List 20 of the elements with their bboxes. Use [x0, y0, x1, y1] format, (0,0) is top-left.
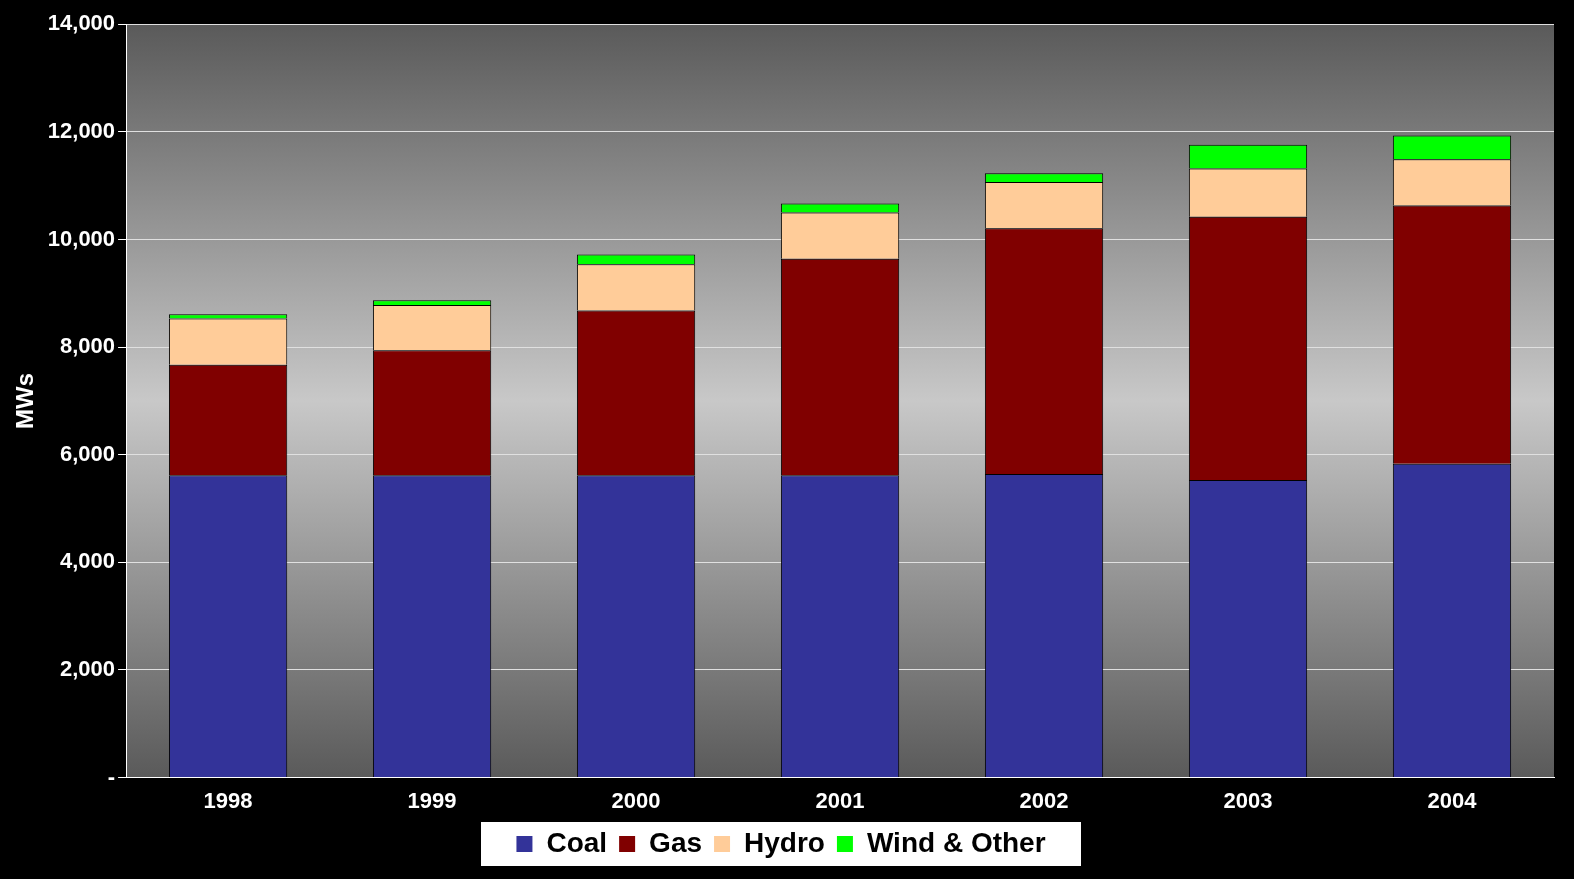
legend-label: Coal: [546, 826, 608, 858]
x-tick-label: 2004: [1427, 787, 1478, 813]
x-tick-label: 1999: [407, 787, 457, 813]
y-tick-label: 2,000: [60, 656, 116, 682]
x-tick-label: 2000: [611, 787, 661, 813]
x-tick-label: 1998: [203, 787, 253, 813]
y-tick-label: 6,000: [60, 440, 116, 466]
x-tick-label: 2001: [815, 787, 865, 813]
y-tick-label: 8,000: [60, 333, 116, 359]
legend-label: Hydro: [744, 826, 825, 858]
legend-label: Gas: [649, 826, 703, 858]
legend-label: Wind & Other: [866, 826, 1046, 858]
y-tick-label: 10,000: [47, 225, 116, 251]
y-tick-label: 12,000: [47, 117, 116, 143]
x-tick-label: 2003: [1223, 787, 1273, 813]
y-tick-label: 14,000: [47, 10, 116, 36]
y-tick-label: -: [107, 763, 116, 789]
y-axis-title: MWs: [11, 372, 39, 429]
x-tick-label: 2002: [1019, 787, 1069, 813]
y-tick-label: 4,000: [60, 548, 116, 574]
